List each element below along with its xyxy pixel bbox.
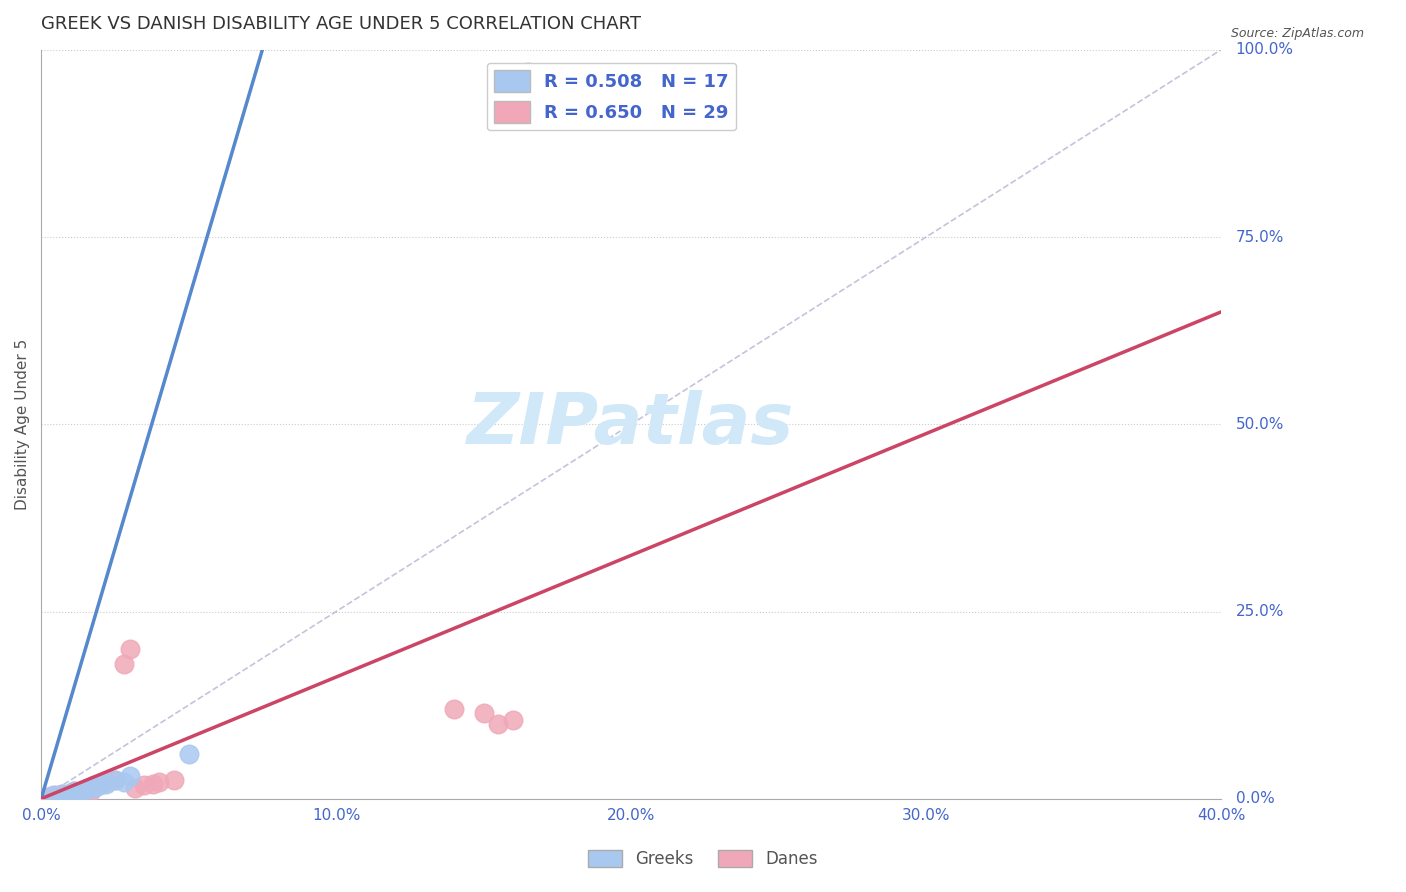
Text: Source: ZipAtlas.com: Source: ZipAtlas.com <box>1230 27 1364 40</box>
Point <box>62 784 84 798</box>
Point <box>80 784 103 798</box>
Point <box>516 65 538 79</box>
Point <box>502 713 524 727</box>
Point <box>59 786 82 800</box>
Text: 100.0%: 100.0% <box>1236 42 1294 57</box>
Point <box>89 777 111 791</box>
Point <box>486 717 509 731</box>
Point <box>65 787 87 801</box>
Point <box>134 778 156 792</box>
Point <box>94 777 117 791</box>
Point <box>83 780 105 795</box>
Point <box>142 777 165 791</box>
Point <box>112 775 135 789</box>
Point <box>83 778 105 792</box>
Point <box>124 780 146 795</box>
Point <box>486 80 509 95</box>
Point <box>42 788 65 802</box>
Point <box>163 772 186 787</box>
Point <box>472 706 495 720</box>
Point <box>104 772 127 787</box>
Point <box>62 784 84 798</box>
Point <box>48 789 70 804</box>
Point <box>48 789 70 803</box>
Point <box>118 769 141 783</box>
Legend: R = 0.508   N = 17, R = 0.650   N = 29: R = 0.508 N = 17, R = 0.650 N = 29 <box>486 62 737 130</box>
Point <box>75 782 97 797</box>
Point <box>75 782 97 797</box>
Y-axis label: Disability Age Under 5: Disability Age Under 5 <box>15 339 30 510</box>
Text: 50.0%: 50.0% <box>1236 417 1284 432</box>
Point <box>65 787 87 801</box>
Point <box>59 786 82 800</box>
Point <box>112 657 135 671</box>
Point <box>56 787 79 801</box>
Point <box>53 788 76 802</box>
Point <box>53 789 76 803</box>
Point <box>94 775 117 789</box>
Text: 25.0%: 25.0% <box>1236 604 1284 619</box>
Point <box>177 747 200 761</box>
Point <box>104 772 127 787</box>
Point <box>45 788 67 802</box>
Point <box>51 787 73 801</box>
Point <box>35 789 58 804</box>
Legend: Greeks, Danes: Greeks, Danes <box>582 843 824 875</box>
Text: GREEK VS DANISH DISABILITY AGE UNDER 5 CORRELATION CHART: GREEK VS DANISH DISABILITY AGE UNDER 5 C… <box>41 15 641 33</box>
Point <box>42 790 65 805</box>
Point <box>56 787 79 801</box>
Point <box>51 787 73 801</box>
Point <box>443 702 465 716</box>
Text: 75.0%: 75.0% <box>1236 229 1284 244</box>
Point <box>148 775 170 789</box>
Point <box>89 778 111 792</box>
Text: 0.0%: 0.0% <box>1236 791 1274 806</box>
Point <box>118 642 141 657</box>
Point <box>77 780 100 795</box>
Text: ZIPatlas: ZIPatlas <box>467 390 794 458</box>
